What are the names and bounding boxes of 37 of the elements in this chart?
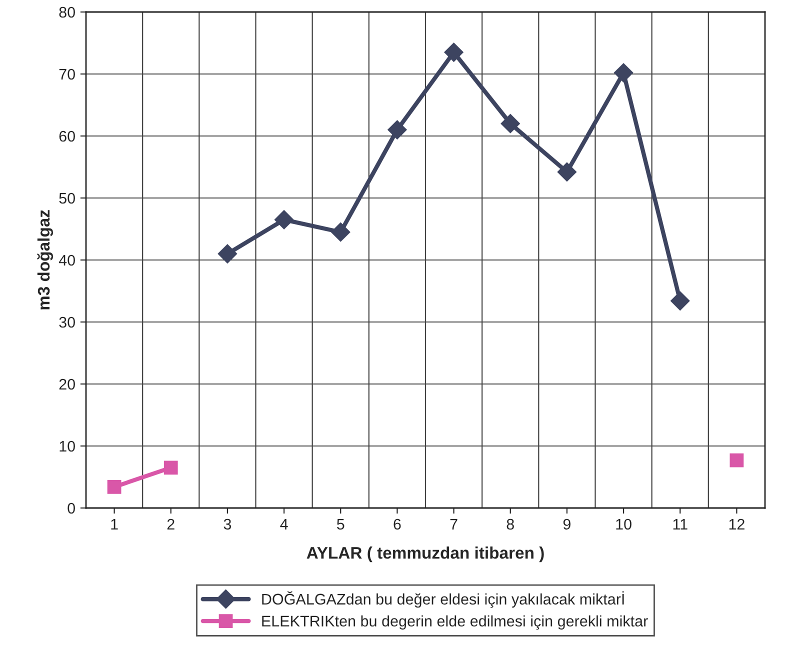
legend-label: ELEKTRIKten bu degerin elde edilmesi için gerekli miktar bbox=[262, 615, 648, 630]
y-tick-label: 0 bbox=[68, 502, 75, 514]
y-tick-label: 30 bbox=[59, 316, 75, 328]
x-tick-label: 7 bbox=[450, 518, 458, 530]
y-tick-label: 70 bbox=[59, 68, 75, 80]
point bbox=[331, 222, 350, 242]
y-tick-label: 50 bbox=[59, 192, 75, 204]
y-tick-label: 80 bbox=[59, 6, 75, 18]
x-tick-label: 3 bbox=[224, 518, 232, 530]
point bbox=[107, 480, 122, 494]
point bbox=[614, 63, 634, 82]
point bbox=[218, 244, 237, 264]
point bbox=[388, 120, 407, 140]
point bbox=[500, 114, 520, 134]
x-tick-label: 8 bbox=[506, 518, 514, 530]
point bbox=[164, 460, 178, 475]
point bbox=[444, 42, 464, 62]
legend-label: DOĞALGAZdan bu değer eldesi için yakılacak miktarİ bbox=[262, 591, 624, 608]
x-tick-label: 6 bbox=[394, 518, 401, 530]
y-tick-label: 60 bbox=[59, 130, 75, 142]
point bbox=[730, 453, 744, 468]
y-axis-title: m3 doğalgaz bbox=[37, 210, 54, 310]
point bbox=[670, 291, 690, 310]
x-tick-label: 2 bbox=[167, 518, 174, 530]
x-axis-title: AYLAR ( temmuzdan itibaren ) bbox=[306, 546, 544, 562]
x-tick-label: 1 bbox=[111, 518, 118, 530]
point bbox=[274, 210, 294, 230]
x-tick-label: 9 bbox=[563, 518, 570, 530]
y-tick-label: 20 bbox=[59, 378, 75, 390]
y-tick-label: 40 bbox=[58, 254, 75, 266]
x-tick-label: 10 bbox=[616, 518, 632, 530]
x-tick-label: 5 bbox=[336, 518, 344, 530]
point bbox=[557, 162, 576, 182]
x-tick-label: 4 bbox=[280, 518, 288, 530]
x-tick-label: 12 bbox=[729, 518, 744, 530]
x-tick-label: 11 bbox=[673, 518, 688, 530]
y-tick-label: 10 bbox=[60, 440, 75, 452]
